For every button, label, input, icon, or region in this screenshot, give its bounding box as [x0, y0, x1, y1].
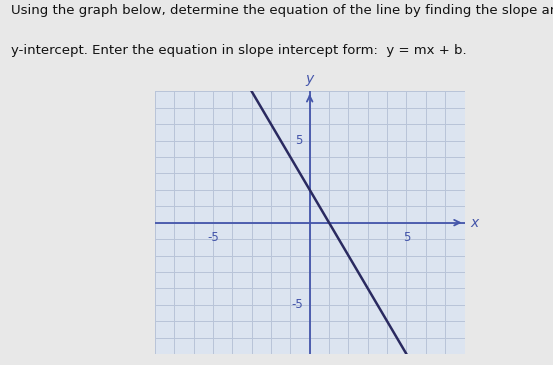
Text: Using the graph below, determine the equation of the line by finding the slope a: Using the graph below, determine the equ…	[11, 4, 553, 17]
Text: 5: 5	[403, 231, 410, 244]
Text: -5: -5	[291, 298, 303, 311]
Text: y: y	[306, 72, 314, 86]
Text: x: x	[471, 216, 478, 230]
Text: -5: -5	[207, 231, 219, 244]
Text: 5: 5	[295, 134, 303, 147]
Text: y-intercept. Enter the equation in slope intercept form:  y = mx + b.: y-intercept. Enter the equation in slope…	[11, 44, 467, 57]
